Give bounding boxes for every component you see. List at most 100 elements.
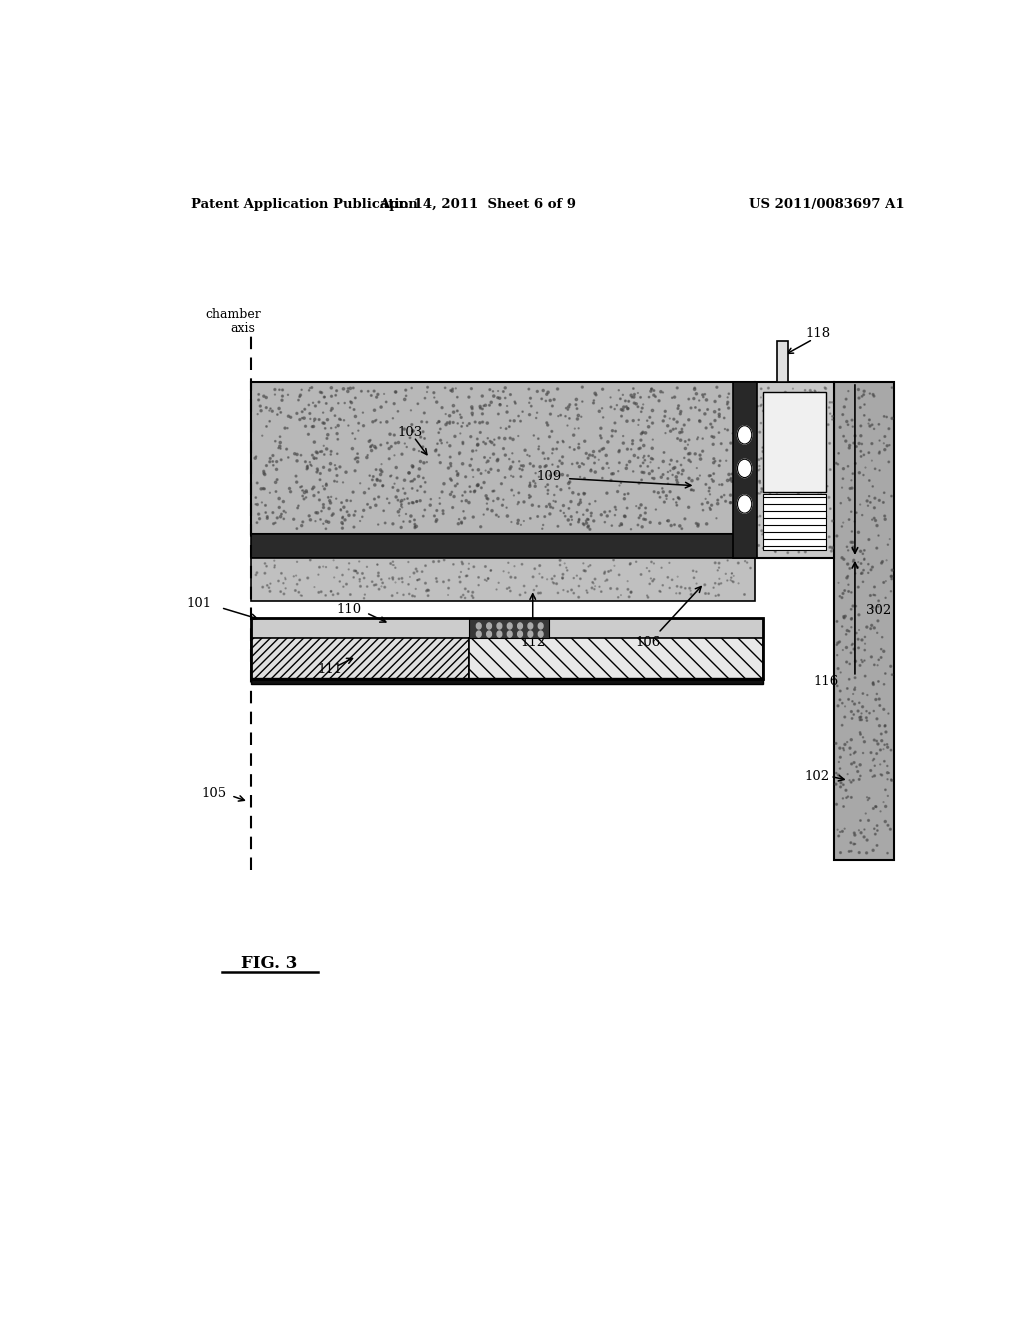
Point	[307, 511, 324, 532]
Point	[428, 440, 444, 461]
Point	[630, 447, 646, 469]
Point	[550, 516, 566, 537]
Point	[359, 494, 376, 515]
Point	[739, 395, 756, 416]
Point	[465, 441, 481, 462]
Point	[521, 475, 538, 496]
Point	[650, 458, 667, 479]
Point	[861, 383, 878, 404]
Point	[866, 766, 883, 787]
Point	[465, 587, 481, 609]
Point	[845, 550, 861, 572]
Point	[289, 450, 305, 471]
Point	[706, 426, 722, 447]
Point	[360, 380, 377, 401]
Point	[808, 474, 824, 495]
Point	[605, 463, 622, 484]
Point	[306, 484, 323, 506]
Point	[592, 425, 608, 446]
Point	[653, 467, 670, 488]
Point	[429, 412, 445, 433]
Bar	[733, 381, 757, 558]
Point	[880, 814, 896, 836]
Point	[666, 458, 682, 479]
Point	[878, 570, 894, 591]
Point	[864, 557, 881, 578]
Point	[811, 491, 827, 512]
Point	[365, 470, 381, 491]
Point	[795, 391, 811, 412]
Point	[252, 396, 268, 417]
Point	[758, 484, 774, 506]
Point	[812, 521, 828, 543]
Point	[317, 418, 334, 440]
Point	[810, 484, 826, 506]
Point	[817, 389, 834, 411]
Point	[670, 428, 686, 449]
Point	[355, 500, 372, 521]
Point	[247, 447, 263, 469]
Point	[370, 554, 386, 576]
Point	[616, 484, 633, 506]
Point	[452, 442, 468, 463]
Point	[716, 484, 732, 506]
Point	[705, 417, 721, 438]
Point	[248, 494, 264, 515]
Point	[462, 455, 478, 477]
Point	[302, 549, 318, 570]
Point	[657, 422, 674, 444]
Point	[347, 387, 364, 408]
Point	[618, 396, 635, 417]
Point	[880, 768, 896, 789]
Point	[613, 399, 630, 420]
Point	[602, 578, 618, 599]
Point	[707, 401, 723, 422]
Point	[306, 432, 323, 453]
Point	[472, 516, 488, 537]
Point	[272, 432, 289, 453]
Point	[596, 562, 612, 583]
Point	[548, 491, 564, 512]
Point	[485, 491, 502, 512]
Point	[371, 562, 387, 583]
Point	[696, 574, 713, 595]
Point	[497, 388, 513, 409]
Point	[268, 459, 285, 480]
Point	[329, 444, 345, 465]
Point	[303, 378, 319, 399]
Point	[346, 399, 362, 420]
Point	[474, 399, 490, 420]
Point	[651, 581, 668, 602]
Point	[838, 606, 854, 627]
Point	[840, 566, 856, 587]
Point	[334, 517, 350, 539]
Point	[389, 582, 406, 603]
Point	[558, 397, 574, 418]
Bar	[251, 638, 469, 678]
Point	[364, 440, 380, 461]
Point	[816, 539, 833, 560]
Point	[670, 462, 686, 483]
Point	[873, 723, 890, 744]
Point	[455, 585, 471, 606]
Point	[309, 442, 326, 463]
Point	[264, 401, 281, 422]
Point	[292, 409, 308, 430]
Point	[830, 751, 847, 772]
Point	[729, 510, 745, 531]
Point	[504, 479, 520, 500]
Point	[767, 473, 783, 494]
Point	[830, 442, 847, 463]
Point	[850, 701, 866, 722]
Point	[783, 508, 800, 529]
Point	[289, 444, 305, 465]
Point	[312, 469, 329, 490]
Point	[391, 506, 408, 527]
Point	[811, 516, 827, 537]
Point	[883, 581, 899, 602]
Point	[643, 568, 659, 589]
Point	[834, 587, 850, 609]
Point	[865, 384, 882, 405]
Point	[800, 395, 816, 416]
Point	[419, 581, 435, 602]
